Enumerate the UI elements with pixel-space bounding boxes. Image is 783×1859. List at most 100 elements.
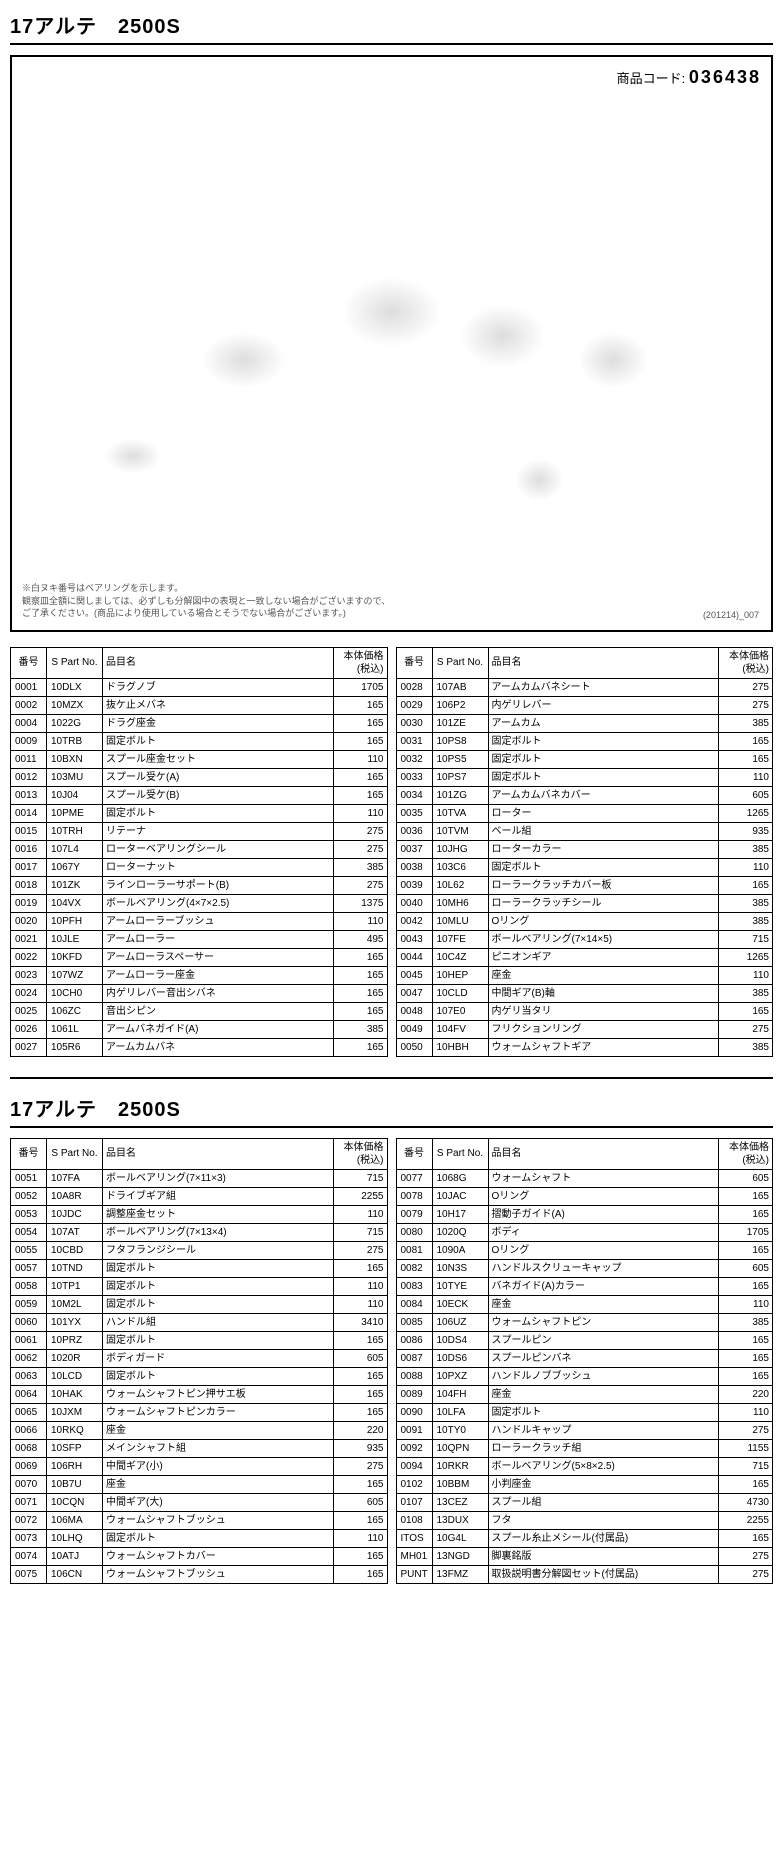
cell-name: アームローラー (103, 930, 334, 948)
table-row: 005510CBDフタフランジシール275 (11, 1241, 388, 1259)
cell-name: 固定ボルト (103, 1367, 334, 1385)
cell-no: 0079 (396, 1205, 432, 1223)
cell-part: 10PME (47, 804, 103, 822)
cell-part: 105R6 (47, 1038, 103, 1056)
cell-no: 0034 (396, 786, 432, 804)
table-row: 00771068Gウォームシャフト605 (396, 1169, 773, 1187)
cell-no: 0087 (396, 1349, 432, 1367)
table-row: 010813DUXフタ2255 (396, 1511, 773, 1529)
table-row: 0030101ZEアームカム385 (396, 714, 773, 732)
cell-part: 10QPN (432, 1439, 488, 1457)
cell-no: 0064 (11, 1385, 47, 1403)
cell-name: ボールベアリング(7×14×5) (488, 930, 719, 948)
cell-price: 1155 (719, 1439, 773, 1457)
cell-name: 中間ギア(大) (103, 1493, 334, 1511)
cell-no: 0033 (396, 768, 432, 786)
cell-part: 103C6 (432, 858, 488, 876)
cell-no: 0012 (11, 768, 47, 786)
table-row: 009210QPNローラークラッチ組1155 (396, 1439, 773, 1457)
table-row: 0016107L4ローターベアリングシール275 (11, 840, 388, 858)
table-row: 0075106CNウォームシャフトブッシュ165 (11, 1565, 388, 1583)
table-row: MH0113NGD脚裏銘版275 (396, 1547, 773, 1565)
cell-no: 0058 (11, 1277, 47, 1295)
cell-name: フタフランジシール (103, 1241, 334, 1259)
table-row: 003510TVAローター1265 (396, 804, 773, 822)
cell-part: 10PS5 (432, 750, 488, 768)
diagram-note-1: ※白ヌキ番号はベアリングを示します。 (22, 582, 761, 595)
cell-no: 0075 (11, 1565, 47, 1583)
cell-name: フリクションリング (488, 1020, 719, 1038)
cell-part: 10TP1 (47, 1277, 103, 1295)
diagram-box: 商品コード: 036438 ※白ヌキ番号はベアリングを示します。 観察皿全額に関… (10, 55, 773, 632)
cell-price: 275 (719, 678, 773, 696)
cell-no: 0107 (396, 1493, 432, 1511)
table-row: 008210N3Sハンドルスクリューキャップ605 (396, 1259, 773, 1277)
cell-no: 0090 (396, 1403, 432, 1421)
table-row: 000210MZX抜ケ止メバネ165 (11, 696, 388, 714)
cell-part: 10TND (47, 1259, 103, 1277)
cell-name: フタ (488, 1511, 719, 1529)
cell-name: ボールベアリング(5×8×2.5) (488, 1457, 719, 1475)
table-row: 0089104FH座金220 (396, 1385, 773, 1403)
cell-price: 165 (333, 1385, 387, 1403)
product-code-label: 商品コード: (617, 71, 686, 86)
cell-part: 10TVM (432, 822, 488, 840)
cell-part: 1067Y (47, 858, 103, 876)
cell-name: スプール座金セット (103, 750, 334, 768)
cell-price: 605 (333, 1493, 387, 1511)
cell-part: 101ZG (432, 786, 488, 804)
th-price: 本体価格(税込) (333, 1138, 387, 1169)
page1-table-left: 番号 S Part No. 品目名 本体価格(税込) 000110DLXドラグノ… (10, 647, 388, 1057)
cell-part: 1022G (47, 714, 103, 732)
cell-no: 0044 (396, 948, 432, 966)
table-row: 0072106MAウォームシャフトブッシュ165 (11, 1511, 388, 1529)
table-row: 0019104VXボールベアリング(4×7×2.5)1375 (11, 894, 388, 912)
table-row: 006510JXMウォームシャフトピンカラー165 (11, 1403, 388, 1421)
cell-no: 0094 (396, 1457, 432, 1475)
cell-price: 220 (719, 1385, 773, 1403)
table-row: 010210BBM小判座金165 (396, 1475, 773, 1493)
cell-price: 165 (333, 948, 387, 966)
cell-part: 10JHG (432, 840, 488, 858)
cell-no: 0029 (396, 696, 432, 714)
cell-price: 4730 (719, 1493, 773, 1511)
cell-price: 275 (333, 840, 387, 858)
th-price: 本体価格(税込) (719, 1138, 773, 1169)
table-row: 004210MLUOリング385 (396, 912, 773, 930)
cell-no: 0045 (396, 966, 432, 984)
table-row: 005310JDC調整座金セット110 (11, 1205, 388, 1223)
cell-name: アームカム (488, 714, 719, 732)
cell-name: ウォームシャフトギア (488, 1038, 719, 1056)
cell-part: 10L62 (432, 876, 488, 894)
cell-no: 0027 (11, 1038, 47, 1056)
cell-price: 110 (333, 750, 387, 768)
cell-name: 固定ボルト (103, 804, 334, 822)
cell-no: 0055 (11, 1241, 47, 1259)
cell-name: 固定ボルト (103, 1331, 334, 1349)
cell-no: 0035 (396, 804, 432, 822)
cell-part: 106ZC (47, 1002, 103, 1020)
cell-no: 0091 (396, 1421, 432, 1439)
cell-price: 275 (719, 1020, 773, 1038)
table-row: 001510TRHリテーナ275 (11, 822, 388, 840)
cell-part: 13DUX (432, 1511, 488, 1529)
cell-part: 13CEZ (432, 1493, 488, 1511)
cell-no: 0061 (11, 1331, 47, 1349)
cell-price: 165 (333, 1367, 387, 1385)
cell-name: スプール糸止メシール(付属品) (488, 1529, 719, 1547)
cell-price: 385 (719, 984, 773, 1002)
cell-price: 385 (719, 1313, 773, 1331)
cell-no: 0023 (11, 966, 47, 984)
cell-name: 中間ギア(B)軸 (488, 984, 719, 1002)
table-row: 0025106ZC音出シピン165 (11, 1002, 388, 1020)
cell-part: 107FA (47, 1169, 103, 1187)
cell-no: 0052 (11, 1187, 47, 1205)
table-row: 0051107FAボールベアリング(7×11×3)715 (11, 1169, 388, 1187)
cell-price: 165 (333, 732, 387, 750)
cell-no: 0020 (11, 912, 47, 930)
cell-no: 0037 (396, 840, 432, 858)
cell-name: 座金 (103, 1421, 334, 1439)
cell-price: 275 (719, 1547, 773, 1565)
cell-part: 10TYE (432, 1277, 488, 1295)
cell-price: 275 (719, 696, 773, 714)
